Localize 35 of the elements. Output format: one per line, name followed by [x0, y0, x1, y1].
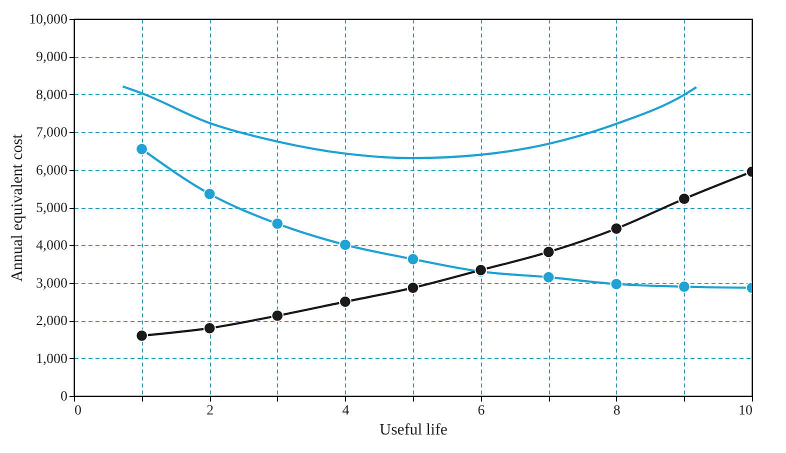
x-tick-label: 10 — [738, 404, 752, 418]
point — [339, 238, 352, 252]
x-axis-title: Useful life — [380, 422, 448, 438]
y-tick-label: 4,000 — [36, 238, 68, 254]
x-tick-label: 0 — [74, 404, 82, 418]
y-tick-label: 9,000 — [36, 50, 68, 66]
point — [339, 296, 352, 308]
y-tick-label: 10,000 — [29, 12, 68, 28]
y-tick-label: 1,000 — [36, 352, 68, 367]
point — [203, 188, 216, 200]
x-tick-label: 4 — [342, 404, 350, 418]
y-tick-label: 0 — [60, 390, 68, 404]
x-tick-label: 6 — [478, 404, 485, 418]
y-tick-label: 6,000 — [36, 163, 68, 178]
point — [271, 218, 284, 230]
point — [678, 192, 690, 206]
point — [203, 322, 216, 334]
y-tick-label: 8,000 — [36, 88, 68, 103]
point — [406, 282, 420, 294]
point — [271, 310, 284, 322]
point — [136, 142, 148, 156]
y-tick-label: 5,000 — [36, 201, 68, 216]
y-axis-title: Annual equivalent cost — [9, 134, 26, 282]
y-tick-label: 2,000 — [36, 314, 68, 330]
y-tick-label: 3,000 — [36, 276, 68, 292]
y-tick-label: 7,000 — [36, 126, 68, 141]
point — [136, 329, 148, 342]
point — [542, 246, 555, 258]
x-tick-label: 8 — [613, 404, 620, 418]
x-tick-label: 2 — [206, 404, 214, 418]
point — [610, 222, 623, 235]
point — [678, 280, 690, 293]
point — [610, 278, 623, 290]
point — [542, 271, 555, 284]
point — [406, 252, 420, 266]
